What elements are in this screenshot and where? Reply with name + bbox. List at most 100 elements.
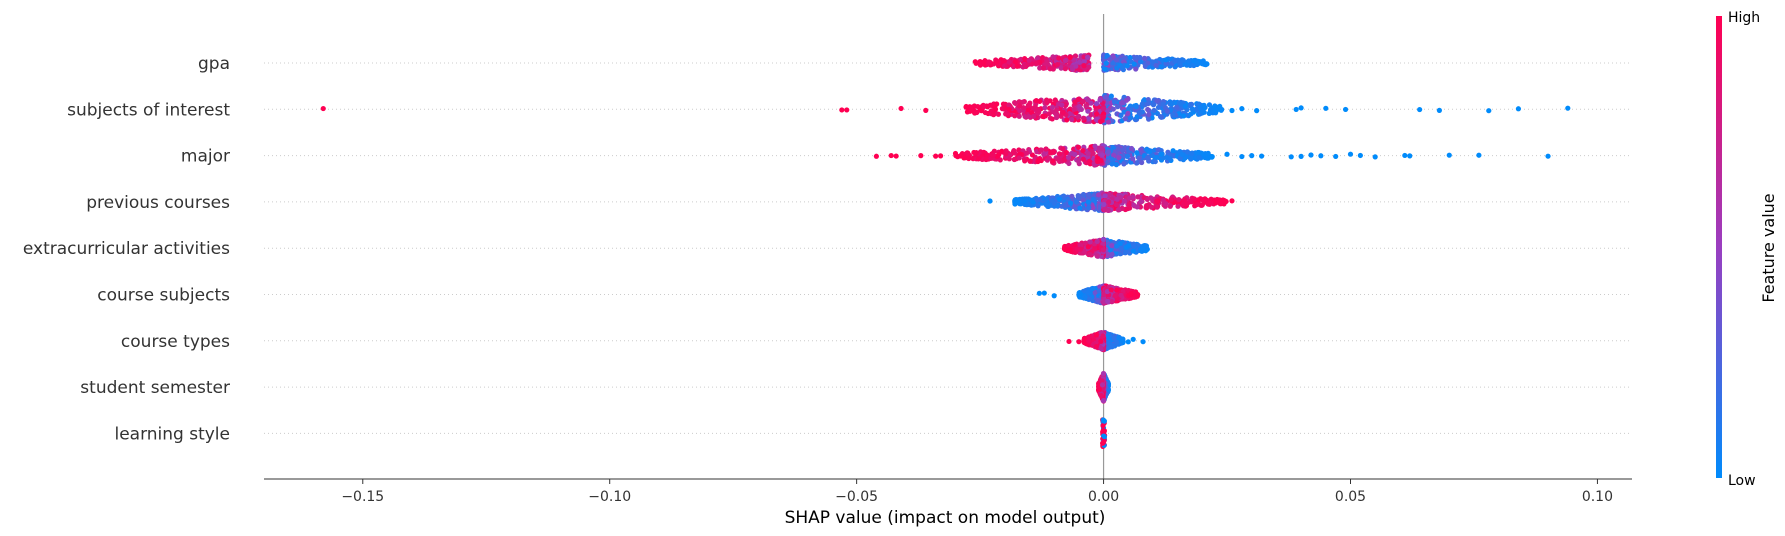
shap-point (981, 103, 987, 110)
x-tick-label: 0.00 (1088, 489, 1119, 505)
shap-point (1052, 97, 1058, 103)
shap-point (1075, 114, 1082, 120)
shap-point (1160, 101, 1166, 108)
feature-points (987, 190, 1235, 214)
shap-point (1043, 201, 1049, 207)
shap-point (999, 148, 1005, 154)
shap-point (1100, 236, 1107, 243)
shap-point (1069, 66, 1076, 72)
shap-point (1099, 145, 1105, 152)
shap-point (1075, 158, 1081, 164)
shap-point (1141, 55, 1148, 61)
shap-point (1172, 58, 1178, 65)
shap-outlier-point (1140, 339, 1146, 345)
shap-point (1154, 154, 1160, 160)
shap-point (1197, 105, 1203, 111)
shap-point (1024, 202, 1030, 208)
shap-point (1085, 151, 1091, 157)
shap-point (1119, 337, 1125, 343)
shap-point (1099, 152, 1105, 158)
shap-point (1043, 146, 1049, 152)
shap-point (1099, 378, 1105, 384)
shap-point (1144, 196, 1150, 203)
shap-point (1175, 203, 1181, 209)
shap-point (1155, 147, 1161, 153)
shap-point (1111, 99, 1118, 105)
shap-point (1101, 433, 1107, 440)
feature-points (1100, 417, 1108, 449)
shap-point (1093, 344, 1099, 350)
shap-point (1127, 195, 1133, 201)
shap-point (963, 104, 969, 110)
shap-point (996, 152, 1002, 158)
x-axis-title: SHAP value (impact on model output) (785, 508, 1106, 528)
shap-point (1089, 285, 1096, 292)
shap-outlier-point (1323, 105, 1329, 111)
shap-point (1085, 199, 1091, 205)
shap-point (1112, 293, 1118, 299)
shap-point (1056, 55, 1062, 61)
shap-outlier-point (1318, 153, 1324, 159)
shap-outlier-point (937, 153, 944, 159)
shap-point (1115, 207, 1122, 213)
shap-point (1111, 335, 1117, 341)
shap-point (1012, 113, 1018, 119)
feature-label: subjects of interest (67, 100, 230, 120)
shap-point (1155, 104, 1162, 111)
shap-outlier-point (888, 152, 894, 159)
x-axis-ticks: −0.15 −0.10 −0.05 0.00 0.05 0.10 (341, 479, 1613, 505)
shap-point (1202, 196, 1208, 202)
shap-point (1033, 60, 1039, 66)
shap-point (1129, 145, 1135, 152)
shap-point (1095, 192, 1102, 198)
shap-point (1022, 55, 1028, 62)
shap-point (1006, 102, 1012, 108)
shap-outlier-point (1066, 338, 1072, 345)
shap-point (1034, 149, 1040, 155)
shap-point (1123, 248, 1129, 255)
shap-point (1170, 112, 1176, 118)
shap-point (1047, 66, 1053, 72)
shap-point (1012, 100, 1018, 106)
shap-point (982, 109, 988, 116)
feature-label: student semester (80, 378, 230, 398)
x-tick-label: −0.15 (341, 489, 384, 505)
shap-point (1111, 152, 1117, 158)
shap-point (973, 150, 979, 156)
shap-point (983, 156, 989, 162)
shap-point (1062, 57, 1069, 64)
shap-point (1110, 60, 1116, 66)
shap-point (1102, 206, 1108, 212)
shap-point (1184, 201, 1190, 207)
shap-point (1108, 93, 1114, 99)
shap-point (1080, 156, 1086, 162)
shap-outlier-point (873, 153, 879, 159)
shap-point (984, 152, 990, 158)
shap-points (320, 52, 1571, 449)
shap-point (1077, 246, 1084, 252)
shap-point (1011, 156, 1018, 162)
shap-point (1167, 156, 1173, 162)
shap-point (1042, 105, 1048, 111)
shap-point (1179, 151, 1185, 158)
feature-points (1096, 370, 1112, 404)
shap-point (1188, 150, 1194, 156)
shap-outlier-point (1229, 107, 1235, 114)
shap-point (992, 104, 998, 110)
feature-label: course types (121, 332, 230, 352)
shap-point (1114, 243, 1120, 249)
shap-point (1148, 204, 1154, 210)
shap-point (1109, 251, 1115, 257)
shap-point (1105, 298, 1111, 304)
shap-point (1130, 156, 1136, 162)
shap-point (1025, 61, 1031, 68)
shap-point (1072, 151, 1078, 158)
feature-points (1061, 236, 1150, 260)
feature-points (1036, 283, 1141, 306)
shap-point (1134, 292, 1140, 299)
shap-point (1067, 54, 1073, 61)
shap-point (964, 109, 971, 115)
shap-point (1135, 194, 1141, 200)
shap-point (1072, 53, 1079, 59)
shap-point (1107, 56, 1113, 62)
